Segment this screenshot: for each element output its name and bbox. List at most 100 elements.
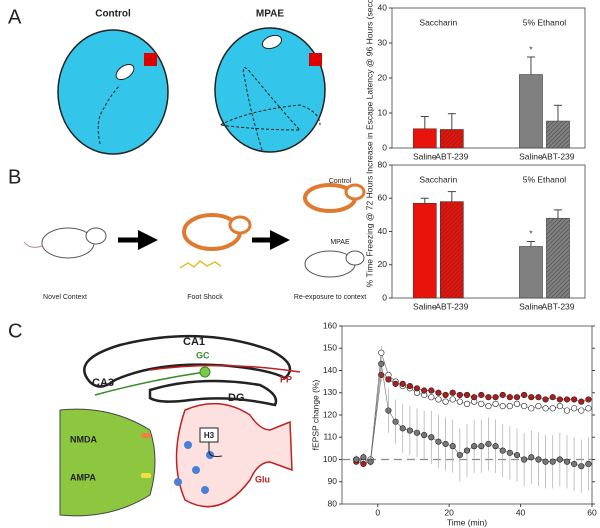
data-point — [478, 443, 485, 450]
data-point — [549, 394, 556, 401]
y-tick-label: 160 — [323, 320, 337, 330]
data-point — [563, 458, 571, 465]
data-point — [492, 443, 499, 450]
data-point — [360, 460, 367, 468]
data-point — [456, 391, 463, 399]
data-point — [499, 447, 506, 454]
x-tick-label: Saline — [519, 301, 543, 311]
x-tick-label: Saline — [413, 301, 437, 311]
data-point — [506, 394, 513, 401]
line-chart: 80 90 100 110 120 130 140 150 160 0 20 40 60 Time (mi… — [310, 320, 597, 527]
data-point — [528, 405, 535, 412]
data-point — [421, 387, 428, 394]
data-point — [563, 396, 571, 403]
data-point — [499, 403, 506, 410]
data-point — [378, 349, 385, 356]
y-tick-label: 100 — [323, 454, 337, 464]
region-label: GC — [196, 350, 210, 360]
data-point — [485, 394, 492, 401]
x-tick-label: ABT-239 — [541, 151, 574, 161]
data-point — [556, 456, 563, 463]
data-point — [528, 394, 535, 401]
region-label: PP — [280, 374, 292, 384]
data-point — [585, 460, 592, 468]
data-point — [542, 396, 549, 403]
data-point — [456, 451, 463, 459]
group-label: 5% Ethanol — [523, 174, 567, 184]
data-point — [353, 456, 360, 463]
bar — [412, 202, 437, 299]
protocol: Novel Context Foot Shock Re-exposure to … — [23, 178, 366, 301]
y-tick-label: 110 — [323, 432, 337, 442]
x-tick-label: 20 — [444, 507, 454, 517]
synapse-label: Glu — [255, 474, 270, 484]
data-point — [456, 398, 463, 405]
data-point — [556, 396, 563, 403]
maze-control: Control — [57, 9, 169, 155]
data-point — [542, 458, 549, 465]
data-point — [571, 405, 578, 412]
data-point — [428, 387, 435, 394]
hippocampus-diagram: CA1 CA3 GC PP DG NMDA AMPA H3 Glu — [59, 334, 301, 517]
y-tick-label: 60 — [378, 193, 388, 203]
x-tick-label: 40 — [516, 507, 526, 517]
data-point — [578, 463, 585, 470]
data-point — [513, 394, 521, 401]
data-point — [385, 376, 392, 383]
x-tick-label: ABT-239 — [435, 301, 468, 311]
data-point — [528, 454, 535, 461]
data-point — [463, 447, 471, 454]
synapse-label: NMDA — [70, 434, 97, 444]
x-tick-label: ABT-239 — [541, 301, 574, 311]
group-label: MPAE — [330, 239, 350, 246]
step-label: Novel Context — [43, 294, 87, 301]
y-tick-label: 0 — [382, 292, 387, 302]
bar — [519, 246, 543, 299]
x-axis-label: Time (min) — [447, 517, 487, 527]
data-point — [585, 405, 592, 412]
data-point — [392, 380, 399, 387]
data-point — [506, 449, 513, 456]
data-point — [571, 396, 578, 403]
y-tick-label: 40 — [378, 2, 388, 12]
data-point — [471, 443, 478, 450]
data-point — [549, 458, 556, 465]
data-point — [478, 391, 485, 399]
group-label: Saccharin — [419, 17, 457, 27]
data-point — [513, 451, 521, 459]
data-point — [449, 389, 456, 396]
data-point — [435, 396, 442, 403]
data-point — [506, 403, 513, 410]
data-point — [406, 427, 413, 434]
data-point — [428, 434, 435, 441]
bar — [519, 74, 543, 149]
y-tick-label: 150 — [323, 343, 337, 353]
data-point — [449, 396, 456, 403]
panel-label: A — [8, 6, 22, 28]
data-point — [578, 398, 585, 405]
data-point — [492, 400, 499, 407]
group-label: 5% Ethanol — [523, 17, 567, 27]
data-point — [463, 400, 471, 407]
y-tick-label: 0 — [382, 142, 387, 152]
x-tick-label: Saline — [413, 151, 437, 161]
maze-title: MPAE — [256, 9, 284, 20]
bar — [546, 120, 570, 149]
data-point — [378, 360, 385, 367]
group-label: Control — [329, 178, 352, 185]
data-point — [442, 440, 449, 448]
data-point — [485, 440, 492, 448]
data-point — [549, 405, 556, 412]
y-tick-label: 40 — [378, 226, 388, 236]
x-tick-label: ABT-239 — [435, 151, 468, 161]
y-tick-label: 80 — [378, 159, 388, 169]
data-point — [499, 391, 506, 399]
data-point — [478, 400, 485, 407]
significance-label: * — [529, 229, 533, 239]
step-label: Foot Shock — [187, 294, 223, 301]
data-point — [385, 407, 392, 414]
region-label: DG — [228, 392, 245, 404]
data-point — [413, 385, 421, 392]
synapse-label: H3 — [204, 431, 215, 440]
bar — [440, 201, 464, 299]
